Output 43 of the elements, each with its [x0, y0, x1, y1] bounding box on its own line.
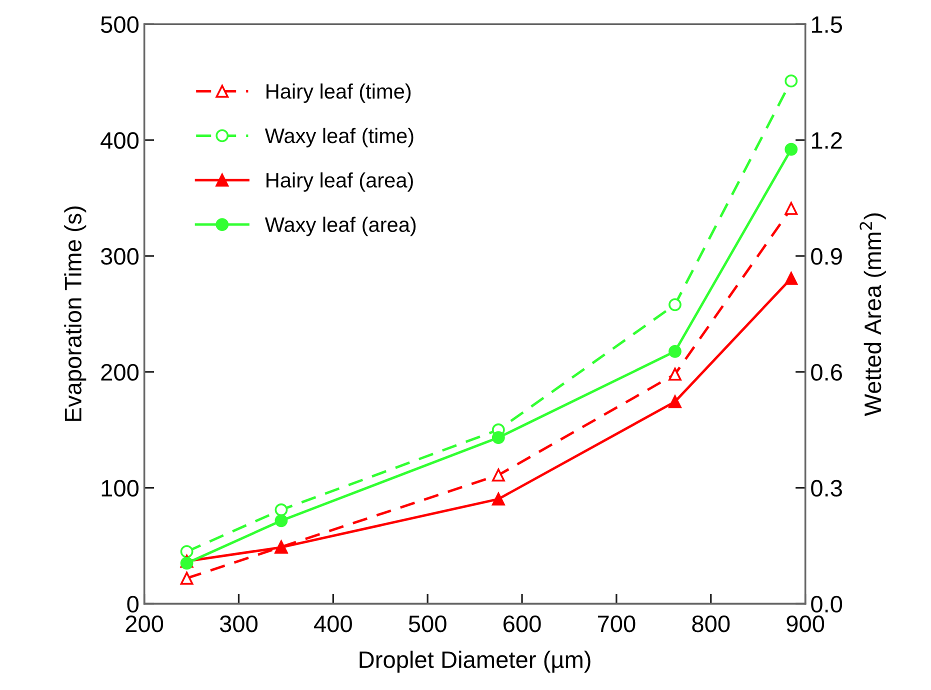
point: [668, 344, 682, 358]
x-tick-label: 400: [314, 615, 352, 632]
x-tick-label: 800: [692, 615, 730, 632]
point: [274, 503, 288, 516]
y-tick-label: 0: [127, 596, 139, 613]
legend-label: Waxy leaf (area): [264, 216, 416, 236]
legend-label: Hairy leaf (area): [266, 172, 413, 192]
y2-axis-title: Wetted Area (mm$^{2}$): [860, 213, 886, 416]
y2-tick-label: 1.2: [812, 132, 842, 149]
y-tick-label: 200: [101, 364, 139, 381]
y-tick-label: 100: [102, 480, 139, 497]
point: [784, 202, 798, 215]
point: [180, 572, 194, 585]
x-axis-title: Droplet Diameter (µm): [360, 650, 590, 673]
y2-tick-label: 0.9: [811, 248, 842, 265]
legend-label: Hairy leaf (time): [266, 83, 411, 103]
point: [274, 514, 288, 528]
point: [668, 395, 682, 408]
y-tick-label: 500: [101, 16, 139, 33]
point: [492, 431, 505, 444]
y2-tick-label: 0.3: [811, 480, 842, 497]
x-tick-label: 900: [786, 615, 824, 632]
point: [492, 492, 505, 506]
point: [784, 272, 798, 285]
x-tick-label: 700: [598, 615, 636, 632]
x-tick-label: 600: [504, 615, 541, 632]
point: [668, 368, 682, 381]
x-tick-label: 500: [408, 615, 446, 632]
point: [492, 468, 505, 482]
point: [180, 545, 194, 558]
point: [784, 74, 798, 88]
y-axis-title: Evaporation Time (s): [64, 206, 86, 421]
x-tick-label: 200: [126, 615, 164, 632]
y2-tick-label: 1.5: [812, 16, 842, 33]
point: [668, 298, 682, 312]
point: [180, 556, 194, 570]
y2-tick-label: 0.6: [811, 364, 842, 381]
y2-tick-label: 0.0: [811, 596, 842, 613]
legend-label: Waxy leaf (time): [264, 128, 414, 148]
x-tick-label: 300: [220, 615, 258, 632]
y-tick-label: 300: [100, 248, 139, 265]
point: [784, 142, 798, 156]
y-tick-label: 400: [100, 132, 139, 149]
